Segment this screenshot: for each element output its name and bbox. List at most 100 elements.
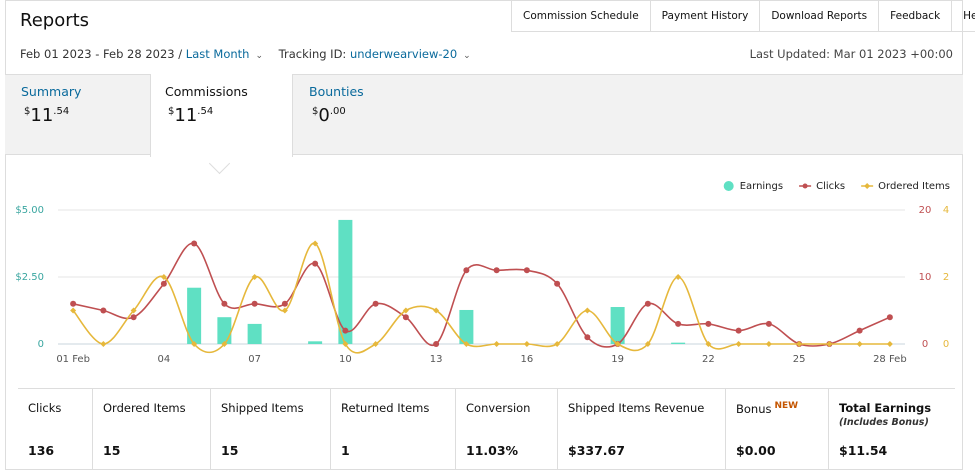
marker — [554, 280, 561, 287]
bar — [338, 219, 353, 344]
stat-label: Bonus NEW — [736, 401, 798, 416]
nav-button[interactable]: Payment History — [649, 0, 761, 32]
marker — [886, 314, 893, 321]
marker — [644, 300, 651, 307]
marker — [765, 341, 772, 347]
marker — [584, 307, 591, 314]
stat-value: $11.54 — [839, 443, 888, 458]
legend-item: Clicks — [799, 181, 845, 192]
filters: Feb 01 2023 - Feb 28 2023 / Last Month ⌄ … — [20, 47, 483, 61]
marker — [312, 240, 319, 247]
stat: Total Earnings (Includes Bonus) $11.54 — [828, 389, 955, 469]
x-tick-label: 19 — [611, 354, 624, 365]
line — [72, 242, 890, 354]
tab[interactable]: Commissions $11.54 — [150, 74, 293, 157]
marker — [251, 274, 258, 280]
marker — [70, 300, 77, 307]
y-tick-label: $2.50 — [15, 272, 44, 283]
line — [72, 242, 891, 348]
legend-swatch — [802, 183, 808, 189]
stats-row: Clicks 136 Ordered Items 15 Shipped Items 1… — [18, 388, 955, 469]
tab-label: Bounties — [309, 84, 364, 99]
marker — [675, 320, 682, 327]
nav-button[interactable]: Download Reports — [759, 0, 880, 32]
stat-label: Returned Items — [341, 401, 430, 415]
bar — [187, 287, 202, 344]
page-title: Reports — [20, 10, 90, 31]
x-tick-label: 07 — [248, 354, 261, 365]
nav-button[interactable]: Help — [951, 0, 975, 32]
marker — [463, 267, 470, 274]
y2-tick-label: 20 — [919, 205, 932, 216]
marker — [191, 240, 198, 247]
marker — [100, 307, 107, 314]
stat-value: 15 — [103, 443, 121, 458]
marker — [70, 307, 77, 314]
last-updated: Last Updated: Mar 01 2023 +00:00 — [749, 47, 953, 61]
marker — [312, 260, 319, 267]
period-select[interactable]: Last Month — [185, 47, 250, 61]
legend-item: Ordered Items — [861, 181, 950, 192]
marker — [705, 320, 712, 327]
marker — [100, 341, 107, 347]
stat-value: 136 — [28, 443, 55, 458]
marker — [281, 300, 288, 307]
marker — [614, 341, 621, 347]
marker — [826, 341, 833, 347]
marker — [523, 341, 530, 347]
frame — [5, 0, 963, 470]
stat-value: $337.67 — [568, 443, 625, 458]
x-tick-label: 16 — [521, 354, 534, 365]
marker — [705, 341, 712, 347]
stat-value: 15 — [221, 443, 239, 458]
legend-swatch — [864, 183, 871, 189]
stat-label-text: Total Earnings — [839, 401, 932, 415]
stat: Ordered Items 15 — [92, 389, 210, 469]
bar — [217, 317, 232, 344]
marker — [463, 341, 470, 347]
whole: 11 — [174, 105, 198, 126]
stat-label-text: Bonus — [736, 401, 772, 416]
nav-button[interactable]: Commission Schedule — [511, 0, 651, 32]
stat: Returned Items 1 — [330, 389, 455, 469]
tracking-select[interactable]: underwearview-20 — [349, 47, 458, 61]
stat-label: Clicks — [28, 401, 62, 415]
stat-value: $0.00 — [736, 443, 776, 458]
new-badge: NEW — [774, 401, 799, 411]
nav-button[interactable]: Feedback — [878, 0, 953, 32]
date-range: Feb 01 2023 - Feb 28 2023 — [20, 47, 175, 61]
marker — [372, 300, 379, 307]
cents: .54 — [53, 106, 70, 117]
marker — [342, 327, 349, 334]
legend-swatch — [723, 181, 734, 191]
marker — [856, 341, 863, 347]
whole: 11 — [30, 105, 54, 126]
marker — [221, 300, 228, 307]
legend-item: Earnings — [723, 181, 783, 192]
marker — [796, 341, 803, 347]
marker — [402, 314, 409, 321]
stat: Clicks 136 — [18, 389, 92, 469]
currency: $ — [312, 106, 319, 117]
separator: / — [178, 47, 183, 61]
stat-label: Shipped Items Revenue — [568, 401, 705, 415]
y-tick-label: 0 — [38, 339, 44, 350]
cents: .00 — [329, 106, 346, 117]
cents: .54 — [197, 106, 214, 117]
legend-label: Ordered Items — [878, 181, 950, 192]
x-tick-label: 22 — [702, 354, 715, 365]
tab-amount: $0.00 — [312, 105, 439, 126]
legend: Earnings Clicks Ordered Items — [723, 181, 950, 192]
stat: Bonus NEW $0.00 — [725, 389, 828, 469]
stat-value: 1 — [341, 443, 350, 458]
marker — [160, 280, 167, 287]
marker — [433, 307, 440, 314]
marker — [735, 341, 742, 347]
tab[interactable]: Bounties $0.00 — [305, 74, 439, 126]
y3-tick-label: 4 — [943, 205, 949, 216]
bar — [247, 323, 262, 344]
marker — [765, 320, 772, 327]
x-tick-label: 01 Feb — [56, 354, 90, 365]
tab[interactable]: Summary $11.54 — [16, 74, 151, 126]
